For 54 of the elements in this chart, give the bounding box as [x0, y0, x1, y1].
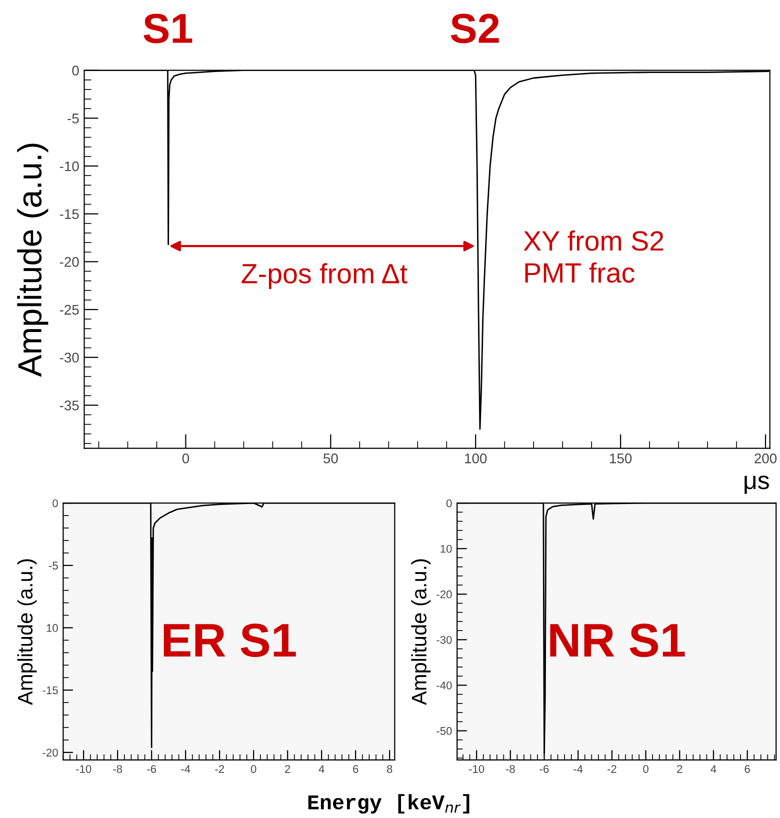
y-tick-label: -10 [60, 161, 79, 172]
y-tick-label: -15 [60, 209, 79, 220]
text: S1 [144, 14, 192, 44]
annotation: XY from S2 PMT frac [524, 230, 664, 283]
x-tick-label: 200 [754, 453, 777, 464]
y-tick-label: -5 [48, 562, 58, 570]
y-tick-label: -20 [42, 748, 58, 757]
y-axis-title: Amplitude (a.u.) [17, 559, 37, 705]
y-tick-label: -25 [60, 304, 79, 315]
x-tick-label: -4 [181, 765, 190, 773]
y-tick-label: -40 [436, 682, 452, 690]
x-tick-label: 0 [250, 765, 256, 773]
x-tick-label: 4 [710, 765, 716, 773]
y-tick-label: 0 [52, 499, 58, 508]
text: S2 [450, 14, 499, 44]
x-tick-label: -2 [215, 765, 224, 773]
x-tick-label: 2 [285, 765, 290, 773]
x-tick-label: -8 [506, 765, 515, 773]
x-tick-label: 2 [677, 765, 682, 773]
y-tick-label: -30 [436, 636, 452, 644]
x-tick-label: -10 [76, 765, 92, 773]
x-tick-label: 8 [386, 765, 392, 773]
x-tick-label: 0 [643, 765, 648, 773]
y-tick-label: -15 [42, 686, 58, 694]
y-tick-label: 10 [440, 544, 452, 553]
x-tick-label: 4 [318, 765, 324, 773]
x-tick-label: 50 [323, 453, 338, 464]
y-tick-label: -20 [60, 257, 79, 267]
x-tick-label: -4 [574, 765, 583, 773]
x-tick-label: -6 [540, 765, 549, 773]
x-tick-label: 100 [465, 453, 487, 464]
y-tick-label: -5 [68, 114, 79, 124]
y-tick-label: -30 [60, 352, 79, 363]
y-tick-label: -35 [60, 400, 79, 410]
x-tick-label: 0 [182, 453, 190, 464]
x-tick-label: 150 [610, 453, 632, 464]
y-tick-label: -20 [436, 590, 452, 598]
x-tick-label: 6 [744, 765, 750, 773]
x-tick-label: -2 [607, 765, 616, 773]
y-axis-title: Amplitude (a.u.) [411, 559, 431, 705]
x-tick-label: -6 [147, 765, 156, 773]
y-tick-label: -50 [436, 727, 452, 735]
text: ER S1 [164, 624, 296, 658]
x-axis-title: Energy [keV$_{nr}$] [308, 794, 470, 814]
x-tick-label: -8 [113, 765, 122, 773]
y-tick-label: 0 [446, 499, 452, 508]
y-axis-title: Amplitude (a.u.) [17, 144, 48, 377]
x-tick-label: -10 [469, 765, 484, 773]
y-tick-label: 10 [46, 624, 58, 632]
x-axis-title: μs [744, 476, 769, 494]
x-tick-label: 6 [353, 765, 358, 773]
annotation: Z-pos from Δt [242, 263, 408, 289]
y-tick-label: 0 [72, 66, 79, 76]
text: NR S1 [550, 624, 685, 658]
